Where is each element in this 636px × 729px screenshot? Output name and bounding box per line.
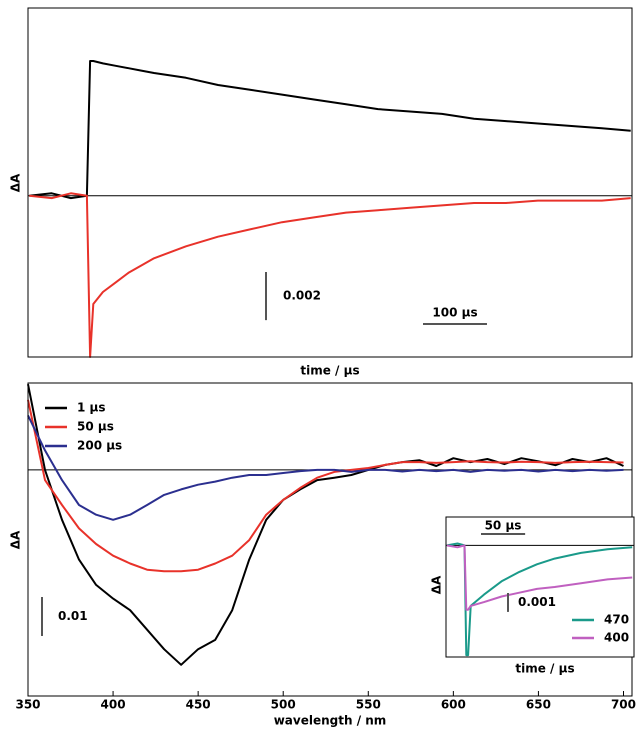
y-axis-label: ΔA <box>9 173 23 192</box>
x-axis-label: time / μs <box>515 662 574 676</box>
x-axis-label: wavelength / nm <box>274 714 387 728</box>
scale-bar-label: 0.01 <box>58 609 88 623</box>
y-axis-label: ΔA <box>9 530 23 549</box>
x-tick-label: 350 <box>15 698 40 712</box>
x-tick-label: 600 <box>441 698 466 712</box>
x-tick-label: 400 <box>101 698 126 712</box>
trace <box>27 384 624 666</box>
x-tick-label: 500 <box>271 698 296 712</box>
trace <box>29 60 631 200</box>
x-tick-label: 450 <box>186 698 211 712</box>
legend-label: 470 <box>604 613 629 627</box>
x-tick-label: 650 <box>526 698 551 712</box>
legend-label: 400 <box>604 631 629 645</box>
trace <box>27 399 624 573</box>
x-tick-label: 550 <box>356 698 381 712</box>
inset-background <box>446 517 634 657</box>
legend-label: 200 μs <box>77 439 122 453</box>
legend-label: 50 μs <box>77 420 114 434</box>
plot-frame <box>445 516 635 658</box>
legend-label: 1 μs <box>77 401 106 415</box>
trace <box>29 192 631 358</box>
x-tick-label: 700 <box>611 698 636 712</box>
trace <box>27 414 624 521</box>
y-axis-label: ΔA <box>430 575 444 594</box>
scale-bar-label: 100 μs <box>432 306 477 320</box>
scale-bar-label: 0.001 <box>518 595 556 609</box>
scale-bar-label: 0.002 <box>283 289 321 303</box>
plot-frame <box>27 7 633 358</box>
trace <box>446 544 633 611</box>
x-axis-label: time / μs <box>300 364 359 378</box>
scale-bar-label: 50 μs <box>485 519 522 533</box>
